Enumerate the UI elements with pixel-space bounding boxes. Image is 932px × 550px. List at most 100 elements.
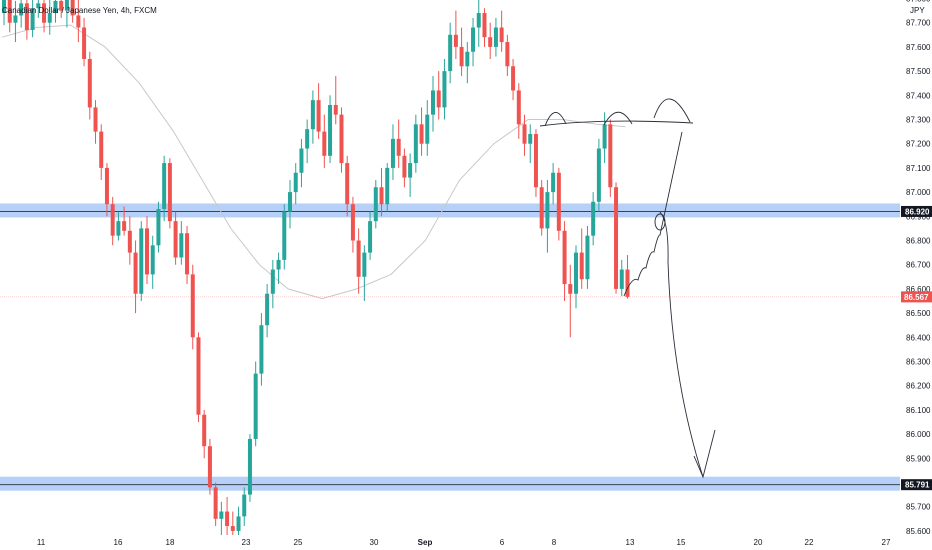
time-axis[interactable]: 11 16 18 23 25 30 Sep 6 8 13 15 20 22 27 (0, 535, 932, 550)
candle-body (207, 446, 212, 488)
candle-body (556, 172, 561, 231)
candle-body (139, 228, 144, 294)
candle (310, 90, 315, 144)
price-tick-label: 86.700 (906, 261, 931, 270)
candle-body (242, 494, 247, 517)
candle-body (99, 131, 104, 168)
price-tick-label: 87.500 (906, 67, 931, 76)
candle-body (265, 293, 270, 326)
candle-body (185, 233, 190, 275)
candle (471, 17, 476, 67)
candle-body (150, 245, 155, 275)
candle (59, 0, 64, 18)
candle (259, 313, 264, 386)
neckline-drawing (539, 120, 694, 127)
hand-drawn-annotations (539, 98, 716, 479)
candle-body (133, 252, 138, 294)
candle-body (453, 34, 458, 47)
candle-body (82, 27, 87, 59)
price-tick-label: 85.700 (906, 503, 931, 512)
candle-body (551, 172, 556, 193)
candle-body (419, 124, 424, 144)
drop-projection-drawing (659, 211, 704, 478)
candle-body (431, 90, 435, 115)
candle (179, 221, 184, 265)
candle-body (42, 3, 47, 23)
price-tick-label: 87.400 (906, 91, 931, 100)
candle (476, 0, 481, 47)
candle-body (173, 221, 178, 258)
candle (299, 138, 304, 188)
candle (36, 0, 41, 18)
candle-body (162, 163, 167, 210)
candle (602, 112, 607, 164)
candle-body (356, 240, 361, 277)
time-tick-label: 16 (114, 538, 123, 547)
candle-body (562, 230, 567, 285)
level-zone (0, 476, 900, 491)
candle (53, 0, 58, 23)
price-axis[interactable]: 87.800 87.700 87.600 87.500 87.400 87.300 87.2… (900, 0, 932, 550)
candle-body (591, 201, 596, 236)
candle (185, 225, 190, 285)
candle-body (253, 373, 258, 439)
price-tick-label: 86.500 (906, 309, 931, 318)
price-tick-label: 86.400 (906, 333, 931, 342)
candle-body (545, 192, 550, 229)
candle (70, 0, 75, 23)
candle (596, 138, 601, 212)
candle-body (619, 269, 624, 289)
candle (93, 100, 98, 144)
candle (339, 107, 344, 173)
candle (219, 501, 224, 536)
candle (505, 34, 510, 76)
time-tick-label: 8 (552, 538, 557, 547)
level-tag-bg (901, 205, 932, 217)
candle-body (122, 221, 127, 231)
candle (282, 204, 287, 270)
price-tick-label: 86.800 (906, 237, 931, 246)
candle-body (511, 66, 516, 91)
candle-body (539, 187, 544, 229)
price-tick-label: 87.100 (906, 164, 931, 173)
currency-label: JPY (910, 6, 925, 15)
candle-body (213, 487, 218, 519)
current-price-tag: 86.567 (901, 291, 932, 303)
candle-body (516, 90, 521, 125)
moving-average-line (1, 24, 626, 300)
price-tick-label: 86.600 (906, 285, 931, 294)
candle (579, 228, 584, 289)
candle-body (36, 3, 41, 9)
time-tick-label: 11 (37, 538, 46, 547)
candle-body (2, 0, 6, 14)
current-price-label: 86.567 (904, 293, 929, 302)
candle (516, 83, 521, 139)
candle-body (522, 124, 527, 144)
candle-series (2, 0, 630, 543)
candle (431, 75, 435, 132)
time-tick-label: 30 (370, 538, 379, 547)
time-tick-label: 27 (882, 538, 891, 547)
price-tick-label: 87.000 (906, 188, 931, 197)
candle (328, 95, 333, 164)
candle-body (104, 167, 109, 205)
head-shoulders-drawing (544, 98, 691, 127)
price-tick-label: 87.200 (906, 140, 931, 149)
candle (453, 10, 458, 59)
candle-body (476, 13, 481, 28)
candle-body (7, 0, 12, 23)
candle-body (145, 228, 149, 275)
candle-body (499, 27, 504, 43)
candle-body (528, 134, 533, 144)
candle (345, 155, 350, 217)
candle (202, 409, 207, 459)
time-tick-label: 18 (166, 538, 175, 547)
candle (173, 211, 178, 265)
candle (104, 163, 109, 217)
candle (574, 245, 578, 309)
candle (99, 124, 104, 180)
candle (545, 180, 550, 253)
candle (625, 255, 630, 299)
level-tag-label: 85.791 (905, 481, 930, 490)
